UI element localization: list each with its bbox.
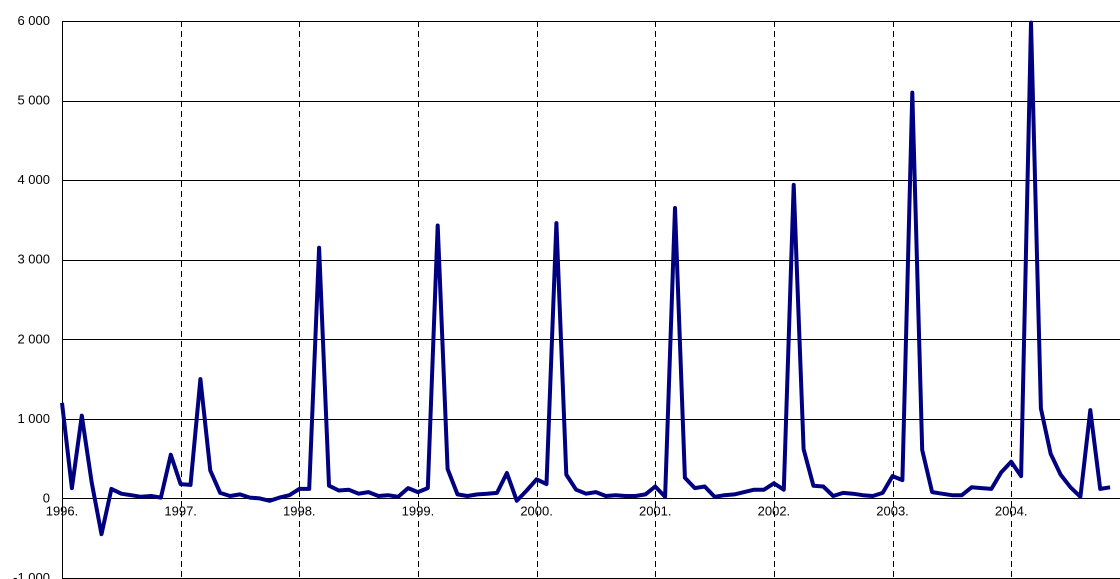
x-tick-label: 2002.	[758, 503, 791, 518]
y-tick-label: 3 000	[17, 252, 50, 267]
x-tick-label: 2001.	[639, 503, 672, 518]
series-group	[60, 20, 1111, 537]
x-tick-labels: 1996. 1997. 1998. 1999. 2000. 2001. 2002. 2003.…	[46, 503, 1028, 518]
y-tick-label: 4 000	[17, 172, 50, 187]
series-line	[60, 20, 1111, 537]
x-tick-label: 1996.	[46, 503, 79, 518]
y-tick-label: 5 000	[17, 93, 50, 108]
y-tick-label: 2 000	[17, 331, 50, 346]
y-tick-label: -1 000	[13, 570, 50, 579]
y-tick-label: 1 000	[17, 411, 50, 426]
x-tick-label: 1997.	[164, 503, 197, 518]
x-tick-label: 1998.	[283, 503, 316, 518]
x-tick-label: 1999.	[402, 503, 435, 518]
y-tick-label: 0	[43, 490, 50, 505]
y-tick-label: 6 000	[17, 13, 50, 28]
x-tick-label: 2004.	[995, 503, 1028, 518]
x-tick-label: 2003.	[876, 503, 909, 518]
y-tick-labels: -1 000 0 1 000 2 000 3 000 4 000 5 000 6 000	[13, 13, 50, 579]
horizontal-gridlines	[62, 21, 1120, 579]
x-tick-label: 2000.	[520, 503, 553, 518]
